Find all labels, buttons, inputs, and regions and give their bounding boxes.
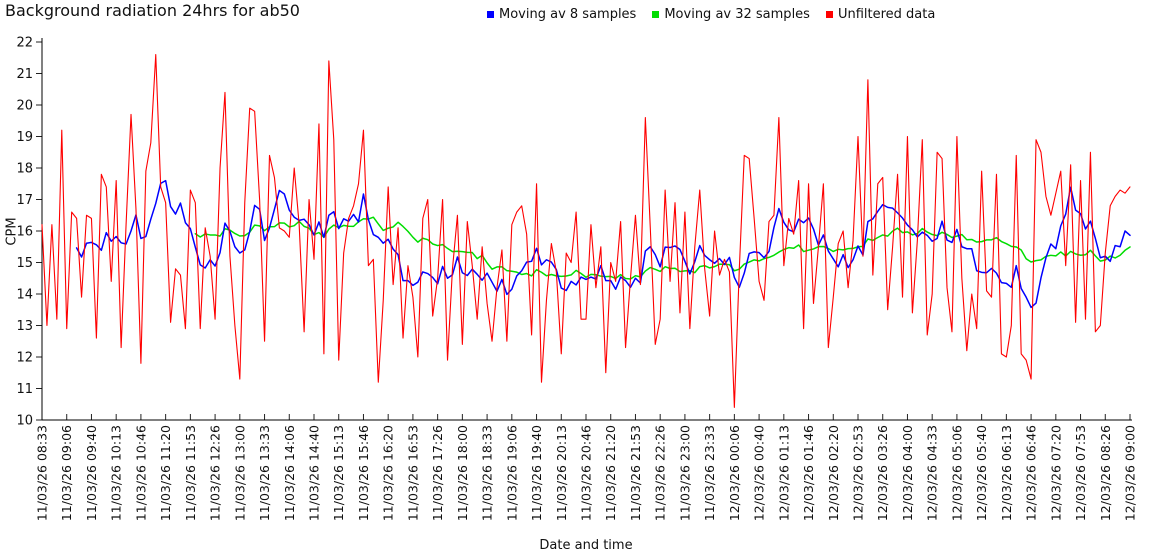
x-tick-label: 12/03/26 00:06: [727, 425, 742, 521]
legend-item-moving-av-8: Moving av 8 samples: [487, 7, 636, 22]
legend-swatch-unfiltered: [825, 11, 833, 18]
x-tick-label: 11/03/26 11:20: [158, 425, 173, 521]
x-tick-label: 12/03/26 01:13: [776, 425, 791, 521]
legend-item-unfiltered: Unfiltered data: [825, 7, 936, 22]
y-tick-label: 19: [16, 130, 33, 145]
y-tick-label: 16: [16, 225, 33, 240]
y-tick-label: 21: [16, 67, 33, 82]
x-tick-label: 12/03/26 05:40: [974, 425, 989, 521]
x-tick-label: 12/03/26 05:06: [949, 425, 964, 521]
x-tick-label: 11/03/26 18:33: [480, 425, 495, 521]
y-tick-label: 18: [16, 162, 33, 177]
x-tick-label: 12/03/26 03:26: [875, 425, 890, 521]
legend: Moving av 8 samples Moving av 32 samples…: [487, 7, 935, 22]
series-line-moving-av-8-samples: [75, 179, 1131, 309]
x-tick-label: 11/03/26 13:33: [257, 425, 272, 521]
x-tick-label: 11/03/26 11:53: [183, 425, 198, 521]
x-tick-label: 12/03/26 07:53: [1073, 425, 1088, 521]
x-axis-label: Date and time: [539, 538, 633, 553]
x-tick-label: 11/03/26 15:13: [331, 425, 346, 521]
x-tick-label: 11/03/26 17:26: [430, 425, 445, 521]
series-line-unfiltered-data: [41, 54, 1131, 408]
x-tick-label: 11/03/26 13:00: [232, 425, 247, 521]
series-line-moving-av-32-samples: [194, 216, 1131, 280]
x-tick-label: 12/03/26 06:46: [1024, 425, 1039, 521]
x-tick-label: 11/03/26 09:40: [84, 425, 99, 521]
y-tick-label: 14: [16, 288, 33, 303]
legend-label-moving-av-32: Moving av 32 samples: [664, 7, 810, 22]
x-tick-label: 11/03/26 23:00: [677, 425, 692, 521]
x-tick-label: 12/03/26 09:00: [1123, 425, 1138, 521]
x-tick-label: 11/03/26 08:33: [35, 425, 50, 521]
legend-swatch-moving-av-32: [652, 11, 660, 18]
x-tick-label: 12/03/26 01:46: [801, 425, 816, 521]
x-tick-label: 11/03/26 09:06: [59, 425, 74, 521]
x-tick-label: 11/03/26 16:53: [405, 425, 420, 521]
y-axis-label: CPM: [4, 217, 20, 246]
x-tick-label: 11/03/26 20:13: [554, 425, 569, 521]
x-tick-label: 11/03/26 10:46: [133, 425, 148, 521]
x-tick-label: 11/03/26 21:53: [628, 425, 643, 521]
x-tick-label: 11/03/26 12:26: [208, 425, 223, 521]
x-tick-label: 11/03/26 21:20: [603, 425, 618, 521]
x-tick-label: 11/03/26 14:06: [282, 425, 297, 521]
legend-label-moving-av-8: Moving av 8 samples: [499, 7, 637, 22]
y-tick-label: 20: [16, 99, 33, 114]
x-tick-label: 12/03/26 08:26: [1098, 425, 1113, 521]
x-tick-label: 11/03/26 22:26: [653, 425, 668, 521]
x-tick-label: 11/03/26 18:00: [455, 425, 470, 521]
x-tick-label: 11/03/26 15:46: [356, 425, 371, 521]
y-tick-label: 17: [16, 193, 33, 208]
x-tick-label: 11/03/26 23:33: [702, 425, 717, 521]
x-tick-label: 11/03/26 20:46: [579, 425, 594, 521]
y-tick-label: 11: [16, 382, 33, 397]
x-tick-label: 12/03/26 04:00: [900, 425, 915, 521]
x-tick-label: 12/03/26 02:20: [826, 425, 841, 521]
legend-item-moving-av-32: Moving av 32 samples: [652, 7, 810, 22]
x-tick-label: 12/03/26 07:20: [1048, 425, 1063, 521]
legend-swatch-moving-av-8: [487, 11, 494, 18]
legend-label-unfiltered: Unfiltered data: [837, 7, 936, 22]
x-tick-label: 11/03/26 19:40: [529, 425, 544, 521]
y-tick-label: 12: [16, 351, 33, 366]
x-tick-label: 11/03/26 10:13: [109, 425, 124, 521]
y-tick-label: 22: [16, 36, 33, 51]
x-tick-label: 12/03/26 02:53: [851, 425, 866, 521]
x-tick-label: 11/03/26 14:40: [307, 425, 322, 521]
x-tick-label: 11/03/26 19:06: [504, 425, 519, 521]
chart-title: Background radiation 24hrs for ab50: [5, 1, 300, 20]
x-tick-label: 12/03/26 00:40: [752, 425, 767, 521]
y-tick-label: 15: [16, 256, 33, 271]
y-tick-label: 13: [16, 319, 33, 334]
y-tick-label: 10: [16, 414, 33, 429]
x-tick-label: 12/03/26 04:33: [925, 425, 940, 521]
x-tick-label: 11/03/26 16:20: [381, 425, 396, 521]
x-tick-label: 12/03/26 06:13: [999, 425, 1014, 521]
